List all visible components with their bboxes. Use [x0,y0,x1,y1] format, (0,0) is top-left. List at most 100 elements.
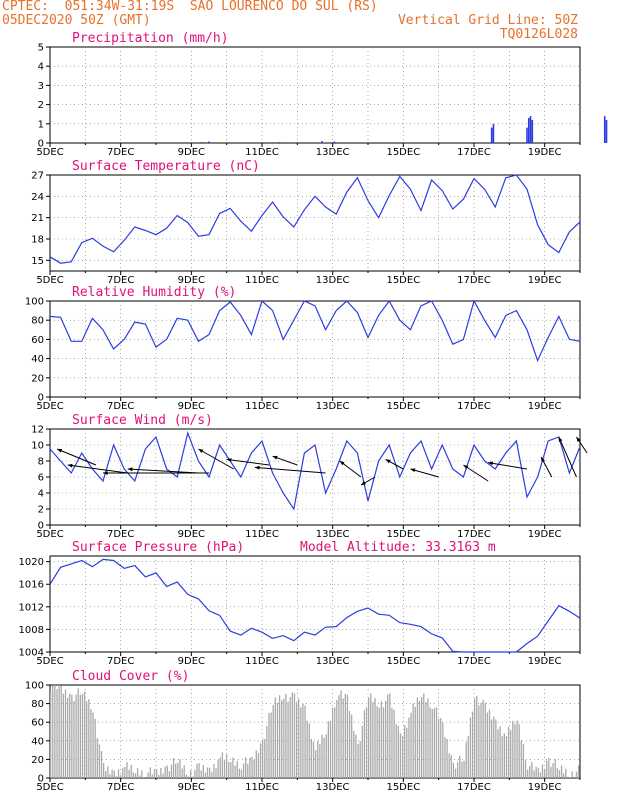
cloud-ytick-label: 60 [31,718,44,729]
cloud-bar [440,718,442,778]
precip-xtick-label: 5DEC [36,147,63,158]
cloud-bar [535,766,537,778]
precip-bar [333,141,336,143]
cloud-bar [276,702,279,778]
wind-arrow-head [410,468,416,473]
humidity-xtick-label: 9DEC [178,401,205,412]
cloud-bar [264,738,266,778]
cloud-bar [52,685,54,778]
cloud-bar [168,771,171,778]
humidity-xtick-label: 5DEC [36,401,63,412]
wind-arrow [254,466,326,474]
precip-xtick-label: 17DEC [457,147,491,158]
cloud-bar [230,762,232,778]
wind-arrow-head [254,465,260,470]
cloud-bar [223,759,226,778]
cloud-bar [384,700,387,778]
cloud-bar [278,695,281,778]
cloud-bar [300,707,302,778]
cloud-bar [365,707,368,778]
precip-ytick-label: 4 [38,62,44,73]
cloud-bar [115,776,118,778]
pressure-xtick-label: 7DEC [107,656,134,667]
cloud-bar [374,697,376,778]
precip-xtick-label: 11DEC [245,147,279,158]
cloud-bar [450,755,452,778]
wind-arrow-head [541,457,545,462]
cloud-bar [372,701,374,778]
cloud-bar [548,758,550,778]
wind-xtick-label: 5DEC [36,529,63,540]
temperature-ytick-label: 27 [31,171,44,182]
cloud-bar [327,721,330,778]
wind-ytick-label: 12 [31,425,44,436]
cloud-bar [90,709,92,778]
precip-title: Precipitation (mm/h) [72,31,229,46]
cloud-bar [529,765,531,778]
humidity-series-line [49,299,581,363]
wind-arrow-head [198,449,204,453]
cloud-bar [395,724,397,778]
cloud-xtick-label: 13DEC [316,782,350,793]
wind-arrow-head [488,461,493,466]
humidity-ytick-label: 40 [31,354,44,365]
cloud-bar [484,702,486,778]
cloud-bar [285,693,287,778]
cloud-bar [147,772,149,778]
cloud-bar [172,757,175,778]
cloud-bar [554,759,556,778]
cloud-bar [54,685,56,778]
wind-arrow-head [576,437,581,442]
cloud-bar [567,776,569,778]
cloud-bar [478,705,480,778]
cloud-bar [516,720,518,778]
cloud-bar [58,685,60,778]
pressure-ytick-label: 1016 [19,580,44,591]
temperature-xtick-label: 17DEC [457,275,491,286]
cloud-bar [552,763,554,778]
cloud-bar [62,693,65,778]
cloud-bar [437,718,440,778]
precip-ytick-label: 3 [38,81,44,92]
cloud-bar [96,738,98,778]
cloud-bar [435,707,438,778]
cloud-bar [64,689,67,778]
cloud-bar [312,741,315,778]
cloud-bar [175,763,177,778]
cloud-bar [459,755,461,778]
cloud-bar [397,725,399,778]
cloud-bar [141,770,143,778]
cloud-bar [266,725,268,778]
wind-arrow-head [103,471,108,475]
pressure-xtick-label: 9DEC [178,656,205,667]
cloud-bar [503,733,505,778]
cloud-bar [401,735,404,778]
cloud-bar [98,744,101,778]
cloud-bar [119,775,122,778]
temperature-xtick-label: 19DEC [528,275,562,286]
header-line1: CPTEC: 051:34W-31:19S SAO LOURENCO DO SU… [2,0,378,14]
humidity-title: Relative Humidity (%) [72,285,236,300]
wind-arrow [410,468,439,478]
humidity-xtick-label: 15DEC [386,401,420,412]
cloud-bar [531,761,533,778]
cloud-bar [128,769,130,778]
cloud-bar [69,693,71,778]
cloud-xtick-label: 9DEC [178,782,205,793]
cloud-bar [56,689,58,778]
humidity-ytick-label: 20 [31,373,44,384]
cloud-bar [183,765,185,778]
wind-xtick-label: 9DEC [178,529,205,540]
cloud-ytick-label: 40 [31,736,44,747]
cloud-bar [382,707,385,778]
cloud-bar [126,762,128,778]
pressure-xtick-label: 15DEC [386,656,420,667]
humidity-frame [49,300,581,398]
cloud-bar [213,763,215,778]
cloud-bar [467,736,469,778]
wind-arrow-head [272,455,278,460]
pressure-ytick-label: 1004 [19,648,44,659]
cloud-bar [211,772,213,778]
cloud-bar [412,703,414,778]
